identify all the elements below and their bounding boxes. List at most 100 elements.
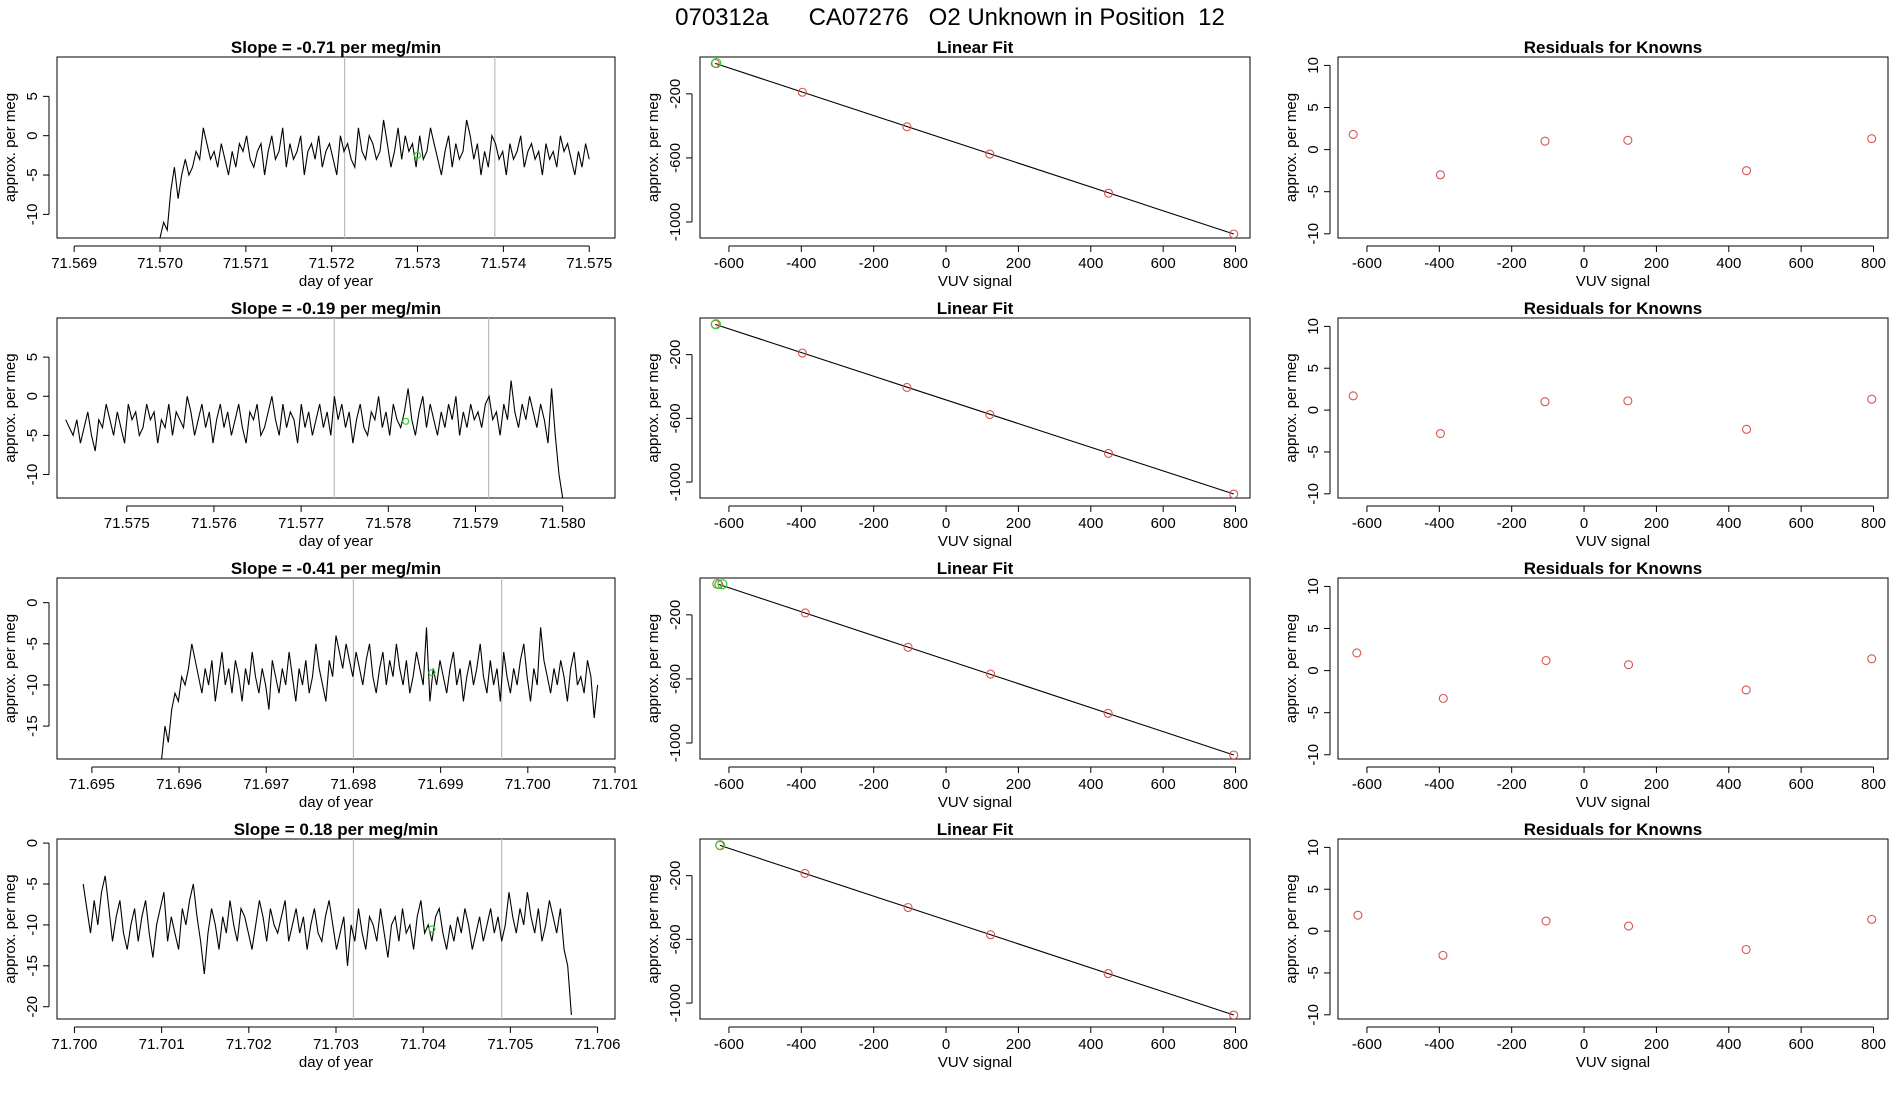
residual-point — [1867, 134, 1877, 144]
y-axis: -10 -5 0 5 approx. per meg — [2, 353, 50, 485]
unknown-point — [712, 578, 723, 590]
x-tick-label: -200 — [1497, 776, 1527, 793]
y-tick-label: -5 — [1305, 966, 1322, 979]
x-tick-label: -200 — [1497, 1036, 1527, 1053]
y-axis: -1000 -600 -200 approx. per meg — [645, 861, 693, 1022]
x-tick-label: 71.579 — [453, 515, 499, 532]
x-tick-label: 0 — [1580, 515, 1588, 532]
x-axis-label: VUV signal — [938, 794, 1012, 811]
known-point — [986, 669, 996, 679]
unknown-point — [402, 417, 410, 425]
known-point — [800, 608, 810, 618]
y-axis: -1000 -600 -200 approx. per meg — [645, 79, 693, 241]
x-tick-label: 200 — [1644, 776, 1669, 793]
x-axis-label: VUV signal — [1576, 1054, 1650, 1071]
x-tick-label: 800 — [1861, 776, 1886, 793]
panel-title: Residuals for Knowns — [1524, 559, 1703, 578]
y-axis: -10 -5 0 5 10 approx. per meg — [1283, 318, 1331, 505]
plot-frame — [56, 56, 616, 239]
x-tick-label: -400 — [1424, 255, 1454, 272]
x-tick-label: -600 — [1352, 776, 1382, 793]
x-tick-label: 800 — [1861, 1036, 1886, 1053]
y-tick-label: -200 — [667, 600, 684, 630]
x-tick-label: 71.701 — [139, 1036, 185, 1053]
residual-point — [1624, 660, 1634, 670]
residual-point — [1741, 166, 1752, 176]
plot-frame — [699, 317, 1251, 499]
y-tick-label: -200 — [667, 340, 684, 370]
y-tick-label: -5 — [1305, 706, 1322, 719]
y-tick-label: -10 — [1305, 1004, 1322, 1026]
x-tick-label: -600 — [1352, 515, 1382, 532]
known-point — [985, 149, 995, 159]
residual-point — [1438, 950, 1448, 960]
y-tick-label: 10 — [1305, 57, 1322, 74]
x-tick-label: 0 — [1580, 776, 1588, 793]
known-point — [902, 122, 912, 132]
x-tick-label: 400 — [1078, 776, 1103, 793]
y-tick-label: -600 — [667, 403, 684, 433]
y-tick-label: -1000 — [667, 203, 684, 241]
x-tick-label: 0 — [1580, 255, 1588, 272]
x-tick-label: 71.698 — [330, 776, 376, 793]
x-tick-label: -600 — [1352, 1036, 1382, 1053]
x-axis-label: day of year — [299, 533, 373, 550]
y-tick-label: 5 — [24, 353, 41, 361]
x-tick-label: -200 — [859, 1036, 889, 1053]
x-tick-label: -200 — [1497, 515, 1527, 532]
y-axis: -10 -5 0 5 10 approx. per meg — [1283, 839, 1331, 1026]
x-tick-label: -200 — [859, 255, 889, 272]
unknown-point — [715, 840, 726, 851]
x-tick-label: 200 — [1644, 1036, 1669, 1053]
x-tick-label: -200 — [859, 515, 889, 532]
y-tick-label: -5 — [1305, 445, 1322, 458]
x-tick-label: 71.576 — [191, 515, 237, 532]
y-tick-label: 0 — [24, 599, 41, 607]
y-axis: -20 -15 -10 -5 0 approx. per meg — [2, 839, 50, 1018]
panel-fit-row-4: Linear Fit -600 -400 -200 0 200 400 600 800 VUV s… — [645, 820, 1251, 1071]
x-tick-label: 600 — [1789, 776, 1814, 793]
y-axis-label: approx. per meg — [645, 93, 662, 202]
unknown-point — [428, 669, 436, 677]
y-tick-label: -1000 — [667, 724, 684, 762]
y-axis-label: approx. per meg — [2, 353, 19, 462]
unknown-point — [710, 319, 722, 330]
x-tick-label: 71.701 — [592, 776, 638, 793]
x-tick-label: 71.700 — [505, 776, 551, 793]
x-tick-label: 400 — [1078, 515, 1103, 532]
y-tick-label: -5 — [24, 637, 41, 650]
y-tick-label: -5 — [24, 429, 41, 442]
panel-title: Residuals for Knowns — [1524, 299, 1703, 318]
data-marks — [82, 839, 572, 1019]
y-axis: -1000 -600 -200 approx. per meg — [645, 600, 693, 762]
x-tick-label: -400 — [786, 515, 816, 532]
residual-point — [1352, 648, 1362, 658]
plot-frame — [1337, 838, 1889, 1020]
y-tick-label: 0 — [24, 839, 41, 847]
x-tick-label: -400 — [1424, 1036, 1454, 1053]
y-axis-label: approx. per meg — [2, 874, 19, 983]
x-axis-label: VUV signal — [938, 273, 1012, 290]
x-axis: -600 -400 -200 0 200 400 600 800 VUV signal — [714, 766, 1248, 811]
y-axis-label: approx. per meg — [1283, 874, 1300, 983]
y-axis: -10 -5 0 5 approx. per meg — [2, 92, 50, 225]
y-tick-label: -10 — [1305, 744, 1322, 766]
fit-line — [719, 844, 1234, 1016]
y-tick-label: -600 — [667, 664, 684, 694]
residual-point — [1867, 394, 1877, 404]
plot-frame — [1337, 577, 1889, 760]
y-axis-label: approx. per meg — [2, 93, 19, 202]
x-tick-label: 71.577 — [278, 515, 324, 532]
x-tick-label: 71.695 — [69, 776, 115, 793]
known-point — [1229, 1010, 1239, 1019]
data-marks — [710, 319, 1239, 498]
fit-line — [715, 62, 1234, 235]
y-tick-label: -5 — [24, 877, 41, 890]
known-point — [797, 348, 807, 358]
y-tick-label: 5 — [1305, 364, 1322, 372]
y-axis-label: approx. per meg — [645, 874, 662, 983]
plot-frame — [699, 56, 1251, 239]
x-axis-label: VUV signal — [938, 533, 1012, 550]
